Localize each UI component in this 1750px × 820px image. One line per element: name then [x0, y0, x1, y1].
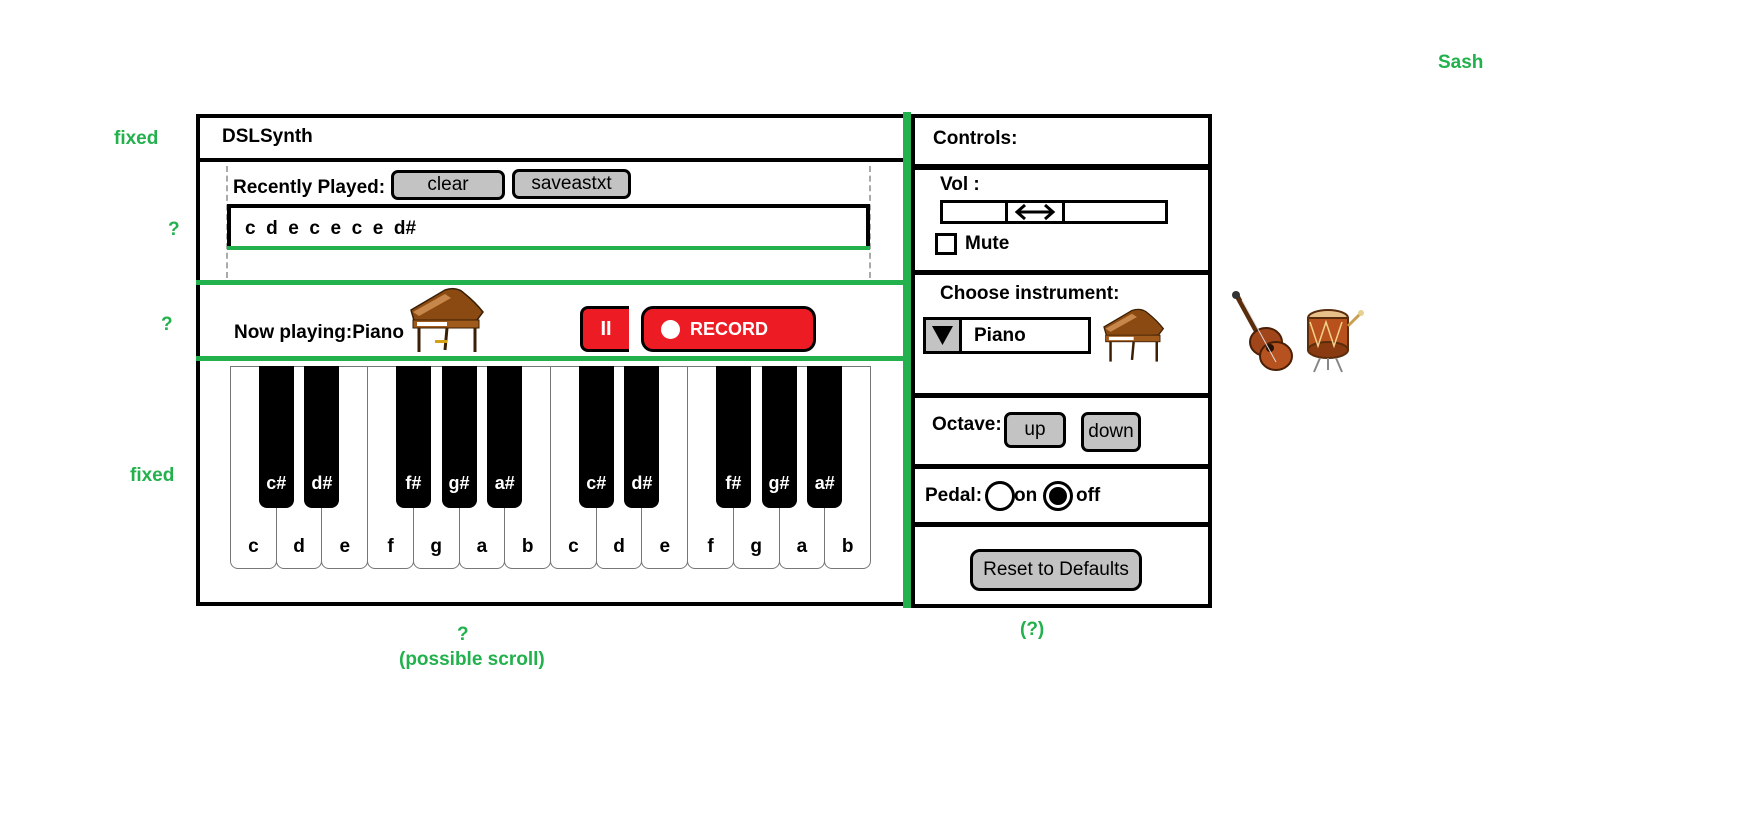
question-annotation-recent-outer: ? — [168, 219, 180, 240]
volume-section: Vol : Mute — [911, 166, 1212, 274]
black-key[interactable]: g# — [761, 366, 797, 508]
pedal-off-radio-dot — [1049, 487, 1067, 505]
black-key[interactable]: g# — [441, 366, 477, 508]
sash-annotation: Sash — [1438, 52, 1484, 73]
controls-title: Controls: — [933, 128, 1018, 149]
pause-button[interactable]: II — [580, 306, 629, 352]
black-key-label: f# — [405, 473, 422, 493]
black-key[interactable]: c# — [258, 366, 294, 508]
record-button[interactable]: RECORD — [641, 306, 816, 352]
black-key-label: g# — [768, 473, 790, 493]
green-divider-bottom — [196, 356, 911, 361]
white-key-label: e — [339, 536, 351, 557]
black-key[interactable]: a# — [487, 366, 523, 508]
pedal-on-radio[interactable] — [985, 481, 1015, 511]
black-key[interactable]: d# — [304, 366, 340, 508]
black-key-label: a# — [814, 473, 835, 493]
white-key-label: b — [521, 536, 534, 557]
volume-slider[interactable] — [940, 200, 1168, 224]
black-key-label: c# — [266, 473, 287, 493]
white-key-label: f — [707, 536, 714, 557]
black-key-label: f# — [725, 473, 742, 493]
title-divider — [196, 158, 908, 162]
white-key-label: b — [841, 536, 854, 557]
question-annotation-playing: ? — [161, 314, 173, 335]
white-key-label: c — [568, 536, 579, 557]
pedal-label: Pedal: — [925, 485, 983, 506]
black-key-label: d# — [631, 473, 653, 493]
fixed-annotation-keys: fixed — [130, 465, 175, 486]
guitar-icon — [1232, 291, 1293, 371]
piano-keyboard: c d e f g a b c d e f g a b c# d# f# g# a# c# d# f# g# a# — [230, 366, 871, 571]
black-key[interactable]: f# — [715, 366, 751, 508]
recent-frame-right — [869, 166, 872, 278]
now-playing-label: Now playing:Piano — [234, 322, 404, 343]
record-label: RECORD — [690, 319, 769, 339]
triangle-down-icon — [932, 326, 953, 345]
volume-label: Vol : — [940, 174, 980, 195]
white-key-label: a — [796, 536, 808, 557]
white-key-label: f — [387, 536, 394, 557]
white-key-label: g — [430, 536, 442, 557]
volume-slider-thumb[interactable] — [1005, 200, 1065, 224]
question-annotation-controls: (?) — [1020, 619, 1045, 640]
black-key-label: d# — [311, 473, 333, 493]
choose-instrument-label: Choose instrument: — [940, 283, 1120, 304]
app-title: DSLSynth — [222, 126, 313, 147]
black-key-label: c# — [586, 473, 607, 493]
pedal-on-label: on — [1014, 485, 1038, 506]
pedal-section: Pedal: on off — [911, 465, 1212, 526]
octave-up-button[interactable]: up — [1004, 412, 1066, 448]
black-key[interactable]: c# — [578, 366, 614, 508]
instrument-dropdown-button[interactable] — [926, 320, 962, 351]
horizontal-arrows-icon — [1014, 203, 1056, 221]
clear-button[interactable]: clear — [391, 170, 505, 200]
instrument-select[interactable]: Piano — [923, 317, 1091, 354]
octave-section: Octave: up down — [911, 394, 1212, 468]
recent-field-underline — [227, 246, 870, 250]
recent-notes-text: c d e c e c e d# — [245, 218, 417, 239]
octave-down-button[interactable]: down — [1081, 412, 1141, 452]
grand-piano-icon — [410, 287, 484, 352]
white-key-label: d — [613, 536, 625, 557]
controls-header-box: Controls: — [911, 114, 1212, 168]
question-annotation-bottom: ? — [457, 624, 469, 645]
white-key-label: c — [248, 536, 259, 557]
instrument-section: Choose instrument: Piano — [911, 271, 1212, 397]
possible-scroll-annotation: (possible scroll) — [399, 649, 545, 670]
instrument-select-value: Piano — [974, 325, 1026, 346]
pedal-off-label: off — [1076, 485, 1101, 506]
black-key[interactable]: d# — [624, 366, 660, 508]
recent-notes-field[interactable]: c d e c e c e d# — [227, 204, 870, 250]
octave-label: Octave: — [932, 414, 1002, 435]
reset-defaults-button[interactable]: Reset to Defaults — [970, 549, 1142, 591]
white-key-label: d — [293, 536, 305, 557]
record-dot-icon — [661, 320, 680, 339]
black-key-label: a# — [494, 473, 515, 493]
black-key-label: g# — [448, 473, 470, 493]
grand-piano-icon — [1103, 308, 1165, 362]
drum-icon — [1307, 309, 1364, 373]
black-key[interactable]: f# — [395, 366, 431, 508]
green-divider-top — [196, 280, 911, 285]
recently-played-label: Recently Played: — [233, 177, 386, 198]
reset-section: Reset to Defaults — [911, 523, 1212, 608]
mute-label: Mute — [965, 233, 1010, 254]
mute-checkbox[interactable] — [935, 233, 957, 255]
fixed-annotation-top: fixed — [114, 128, 159, 149]
save-as-txt-button[interactable]: saveastxt — [512, 169, 631, 199]
white-key-label: e — [659, 536, 671, 557]
sash-handle[interactable] — [903, 112, 911, 608]
pedal-off-radio[interactable] — [1043, 481, 1073, 511]
black-key[interactable]: a# — [807, 366, 843, 508]
white-key-label: g — [750, 536, 762, 557]
white-key-label: a — [476, 536, 488, 557]
